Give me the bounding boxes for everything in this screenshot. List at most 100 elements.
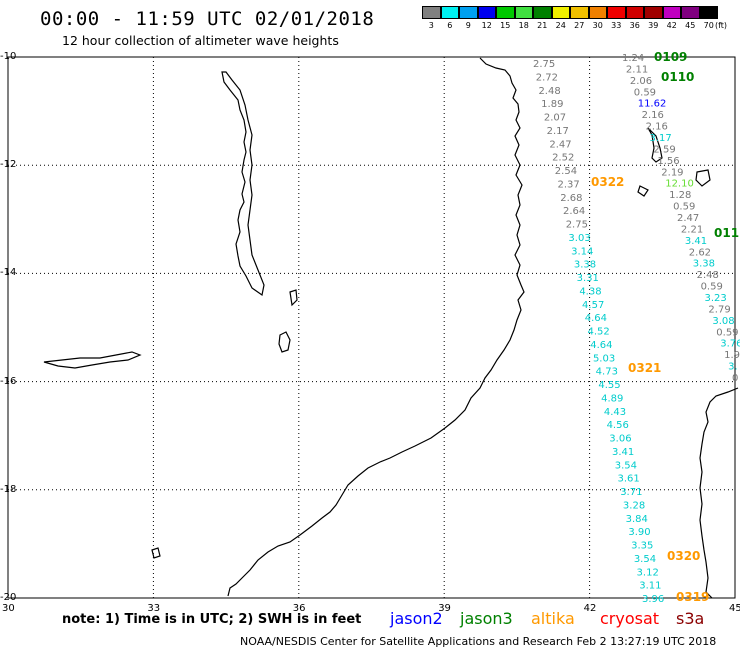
wave-height-value: 4.56 — [607, 420, 629, 431]
wave-height-value: 3.71 — [620, 487, 642, 498]
wave-height-value: 0 — [732, 373, 738, 384]
color-scale-label: 18 — [518, 21, 529, 30]
wave-height-value: 5.03 — [593, 353, 615, 364]
satellite-legend-item: s3a — [676, 609, 705, 628]
color-swatch — [588, 6, 607, 19]
wave-height-value: 1.28 — [669, 190, 691, 201]
wave-height-value: 0.59 — [634, 87, 656, 98]
wave-height-value: 3.38 — [574, 260, 596, 271]
wave-height-value: 3.14 — [571, 246, 593, 257]
longitude-label: 39 — [438, 603, 451, 614]
color-scale-unit: (ft) — [715, 21, 728, 30]
wave-height-value: 3.12 — [637, 567, 659, 578]
color-swatch — [644, 6, 663, 19]
satellite-legend-item: jason3 — [460, 609, 513, 628]
wave-height-value: 3. — [728, 362, 738, 373]
comoros-moheli — [695, 169, 711, 187]
pass-number-label: 0321 — [628, 361, 661, 375]
color-swatch — [514, 6, 533, 19]
latitude-label: -20 — [0, 592, 17, 603]
wave-height-value: 3.90 — [628, 527, 650, 538]
island-bassas — [151, 547, 161, 559]
satellite-legend-item: cryosat — [600, 609, 660, 628]
color-swatch — [681, 6, 700, 19]
longitude-label: 30 — [2, 603, 15, 614]
pass-labels: 0322 0321 0320 0319 0109 0110 011 — [591, 50, 739, 604]
longitude-label: 42 — [583, 603, 597, 614]
wave-height-value: 3.41 — [685, 236, 707, 247]
wave-height-value: 0.59 — [673, 202, 695, 213]
color-scale-label: 42 — [666, 21, 677, 30]
color-scale-label: 12 — [481, 21, 492, 30]
pass-number-label: 0320 — [667, 549, 700, 563]
wave-height-value: 0.59 — [716, 327, 738, 338]
wave-height-value: 2.06 — [630, 76, 652, 87]
wave-height-value: 2.52 — [552, 153, 574, 164]
wave-height-value: 2.37 — [558, 179, 580, 190]
wave-height-value: 3.08 — [712, 316, 734, 327]
wave-height-value: 2.48 — [538, 86, 560, 97]
color-scale-label: 30 — [592, 21, 603, 30]
wave-height-value: 3.76 — [720, 339, 740, 350]
pass-number-label: 011 — [714, 226, 739, 240]
lake-cahora-bassa — [43, 351, 142, 369]
wave-height-value: 3.06 — [609, 434, 631, 445]
color-scale-label: 27 — [574, 21, 585, 30]
color-swatch — [570, 6, 589, 19]
madagascar-coastline — [699, 387, 739, 599]
figure-title: 00:00 - 11:59 UTC 02/01/2018 — [40, 8, 375, 30]
wave-height-value: 4.64 — [585, 313, 607, 324]
color-swatch — [551, 6, 570, 19]
wave-height-value: 3.28 — [623, 500, 645, 511]
pass-number-label: 0319 — [676, 590, 709, 604]
wave-height-value: 3.17 — [650, 133, 672, 144]
wave-height-value: 4.43 — [604, 407, 626, 418]
wave-height-value: 2.47 — [677, 213, 699, 224]
wave-height-value: 3.23 — [705, 293, 727, 304]
wave-height-value: 3.03 — [568, 233, 590, 244]
longitude-label: 36 — [292, 603, 306, 614]
wave-height-value: 2.59 — [653, 144, 675, 155]
wave-height-value: 1.9 — [724, 350, 740, 361]
wave-height-value: 3.41 — [612, 447, 634, 458]
pass-number-label: 0109 — [654, 50, 687, 64]
figure-note: note: 1) Time is in UTC; 2) SWH is in fe… — [62, 612, 362, 627]
wave-height-value: 3.54 — [615, 460, 637, 471]
color-scale-label: 9 — [465, 21, 471, 30]
color-swatch — [459, 6, 478, 19]
color-scale-label: 6 — [447, 21, 453, 30]
wave-height-value: 3.31 — [577, 273, 599, 284]
color-swatch — [477, 6, 496, 19]
wave-height-value: 2.16 — [642, 110, 664, 121]
wave-height-value: 4.64 — [590, 340, 612, 351]
map-frame — [7, 56, 736, 599]
lake-small-1 — [278, 331, 291, 353]
color-swatch — [662, 6, 681, 19]
wave-height-value: 1.56 — [657, 156, 679, 167]
comoros-grande — [647, 127, 663, 163]
latitude-label: -16 — [0, 375, 17, 387]
wave-height-value: 2.75 — [533, 59, 555, 70]
latitude-label: -12 — [0, 159, 17, 171]
coastline — [43, 57, 739, 599]
altimeter-track-b: 1.242.112.060.5911.622.162.163.172.591.5… — [622, 53, 740, 384]
wave-height-value: 2.72 — [536, 72, 558, 83]
wave-height-value: 3.38 — [693, 259, 715, 270]
credit-line: NOAA/NESDIS Center for Satellite Applica… — [240, 635, 717, 648]
color-scale-label: 39 — [648, 21, 659, 30]
wave-height-value: 3.54 — [634, 554, 656, 565]
color-scale-label: 33 — [611, 21, 622, 30]
wave-height-value: 2.79 — [708, 304, 730, 315]
wave-height-value: 1.24 — [622, 53, 644, 64]
wave-height-value: 3.96 — [642, 594, 664, 605]
longitude-label: 45 — [729, 603, 740, 614]
wave-height-value: 2.48 — [697, 270, 719, 281]
color-scale-label: 36 — [629, 21, 640, 30]
color-swatch — [533, 6, 552, 19]
latitude-label: -14 — [0, 267, 17, 279]
lake-malawi — [221, 71, 265, 297]
wave-height-value: 11.62 — [638, 99, 667, 110]
wave-height-value: 3.35 — [631, 541, 653, 552]
